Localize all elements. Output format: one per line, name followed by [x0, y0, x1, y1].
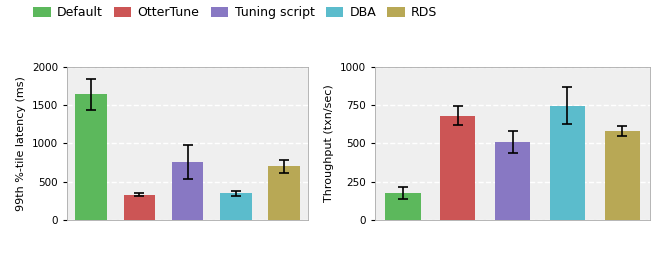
- Bar: [494, 142, 531, 220]
- Bar: [269, 166, 299, 220]
- Bar: [385, 193, 421, 220]
- Y-axis label: 99th %-tile latency (ms): 99th %-tile latency (ms): [16, 76, 26, 211]
- Bar: [76, 94, 107, 220]
- Legend: Default, OtterTune, Tuning script, DBA, RDS: Default, OtterTune, Tuning script, DBA, …: [33, 6, 438, 19]
- Bar: [604, 131, 641, 220]
- Y-axis label: Throughput (txn/sec): Throughput (txn/sec): [324, 84, 334, 202]
- Bar: [440, 116, 476, 220]
- Bar: [172, 162, 203, 220]
- Bar: [220, 193, 251, 220]
- Bar: [549, 106, 586, 220]
- Bar: [124, 195, 155, 220]
